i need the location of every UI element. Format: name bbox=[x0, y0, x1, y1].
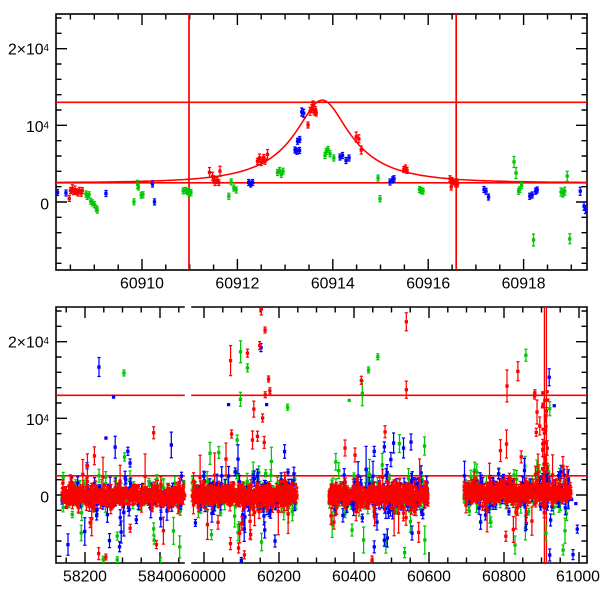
svg-text:0: 0 bbox=[40, 489, 49, 506]
svg-text:2×104: 2×104 bbox=[8, 42, 50, 59]
svg-text:60000: 60000 bbox=[182, 569, 226, 586]
svg-text:61000: 61000 bbox=[556, 569, 600, 586]
svg-text:58200: 58200 bbox=[63, 569, 107, 586]
svg-text:60400: 60400 bbox=[332, 569, 376, 586]
svg-text:60600: 60600 bbox=[407, 569, 451, 586]
svg-text:60914: 60914 bbox=[311, 276, 355, 293]
svg-text:2×104: 2×104 bbox=[8, 335, 50, 352]
svg-text:58400: 58400 bbox=[138, 569, 182, 586]
svg-text:60200: 60200 bbox=[257, 569, 301, 586]
svg-text:60800: 60800 bbox=[482, 569, 526, 586]
svg-text:60910: 60910 bbox=[120, 276, 164, 293]
svg-text:60918: 60918 bbox=[502, 276, 546, 293]
svg-text:60916: 60916 bbox=[406, 276, 450, 293]
svg-text:60912: 60912 bbox=[215, 276, 259, 293]
svg-text:0: 0 bbox=[40, 196, 49, 213]
